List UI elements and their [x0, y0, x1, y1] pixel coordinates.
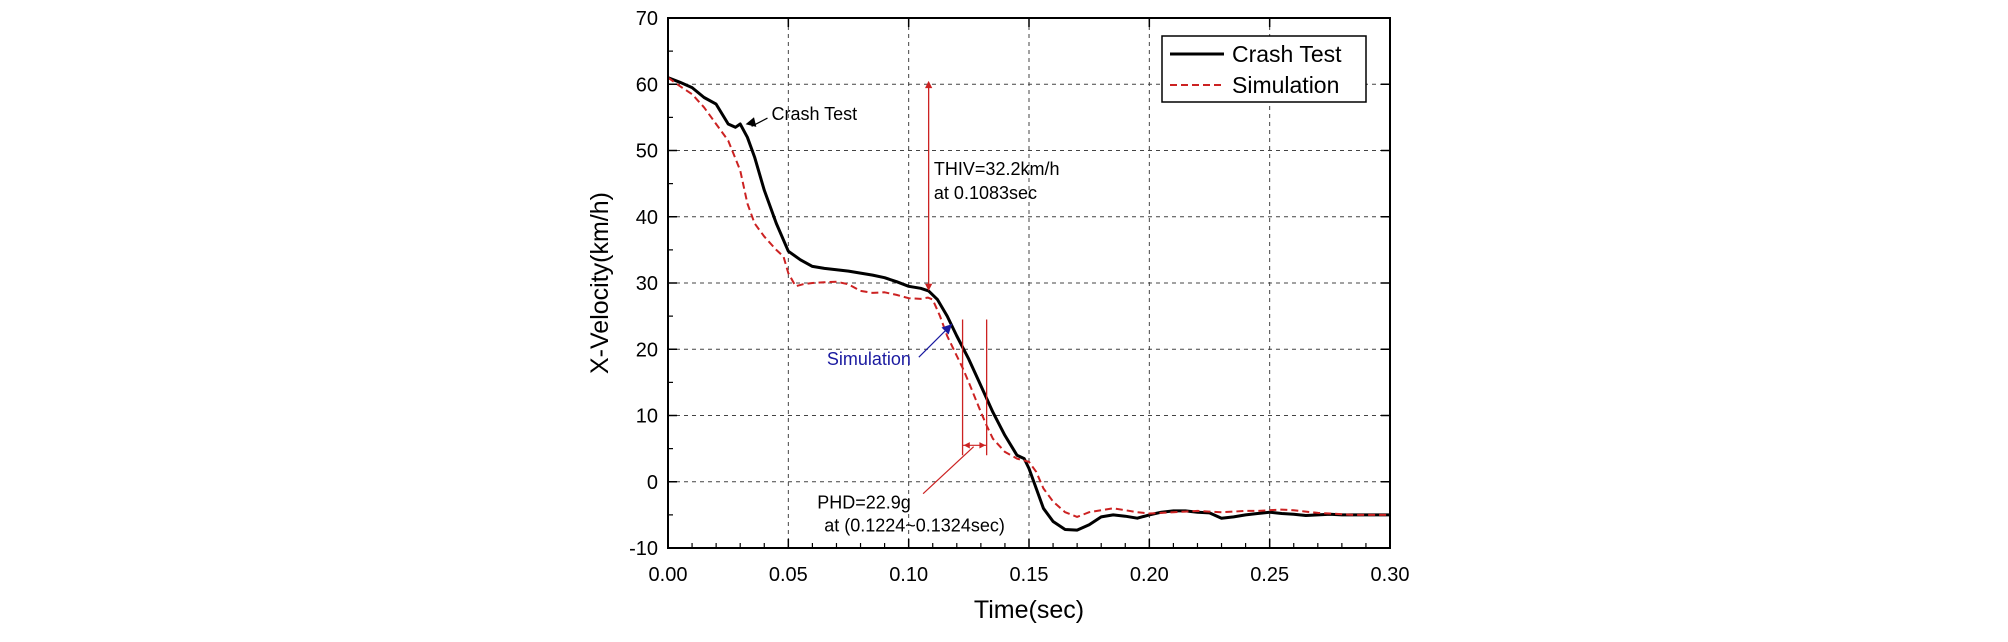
x-tick-label: 0.00: [649, 564, 688, 586]
legend: Crash Test Simulation: [1161, 35, 1367, 103]
x-tick-label: 0.20: [1130, 564, 1169, 586]
y-tick-label: 20: [636, 339, 658, 361]
y-tick-label: 40: [636, 207, 658, 229]
y-axis-label: X-Velocity(km/h): [586, 192, 614, 374]
crash-test-arrowhead: [745, 117, 757, 127]
legend-entry-crash-test: Crash Test: [1232, 41, 1342, 67]
thiv-arrowhead-top: [925, 80, 933, 89]
legend-entry-simulation: Simulation: [1232, 72, 1339, 98]
phd-annotation-line-1: PHD=22.9g: [817, 492, 911, 512]
y-tick-label: 70: [636, 8, 658, 30]
y-tick-label: 0: [647, 472, 658, 494]
x-tick-label: 0.25: [1250, 564, 1289, 586]
x-axis-label: Time(sec): [974, 596, 1084, 624]
legend-box: [1161, 35, 1367, 103]
x-tick-label: 0.30: [1371, 564, 1410, 586]
series-line-simulation: [667, 76, 1390, 518]
simulation-annotation: Simulation: [827, 349, 911, 369]
phd-annotation-line-2: at (0.1224~0.1324sec): [824, 515, 1005, 535]
phd-arrowhead-left: [963, 442, 970, 449]
x-tick-label: 0.10: [889, 564, 928, 586]
y-tick-label: -10: [629, 538, 658, 560]
phd-leader: [922, 446, 975, 495]
y-tick-label: 50: [636, 141, 658, 163]
crash-test-annotation: Crash Test: [771, 104, 857, 124]
y-tick-label: 30: [636, 273, 658, 295]
grid: [668, 18, 1390, 548]
series-line-crash-test: [667, 76, 1390, 532]
thiv-annotation-line-2: at 0.1083sec: [934, 183, 1037, 203]
annotations: Crash Test Simulation THIV=32.2km/h at 0.10…: [745, 80, 1060, 535]
axis-ticks: 0.00 0.05 0.10 0.15 0.20 0.25 0.30 -10 0 10 20 30 40…: [629, 8, 1409, 586]
y-tick-label: 10: [636, 406, 658, 428]
x-tick-label: 0.15: [1010, 564, 1049, 586]
phd-arrowhead-right: [979, 442, 986, 449]
thiv-arrowhead-bottom: [925, 283, 933, 291]
x-tick-label: 0.05: [769, 564, 808, 586]
series-layer: [667, 76, 1390, 532]
thiv-annotation-line-1: THIV=32.2km/h: [934, 159, 1060, 179]
y-tick-label: 60: [636, 74, 658, 96]
simulation-arrowhead: [941, 324, 952, 335]
